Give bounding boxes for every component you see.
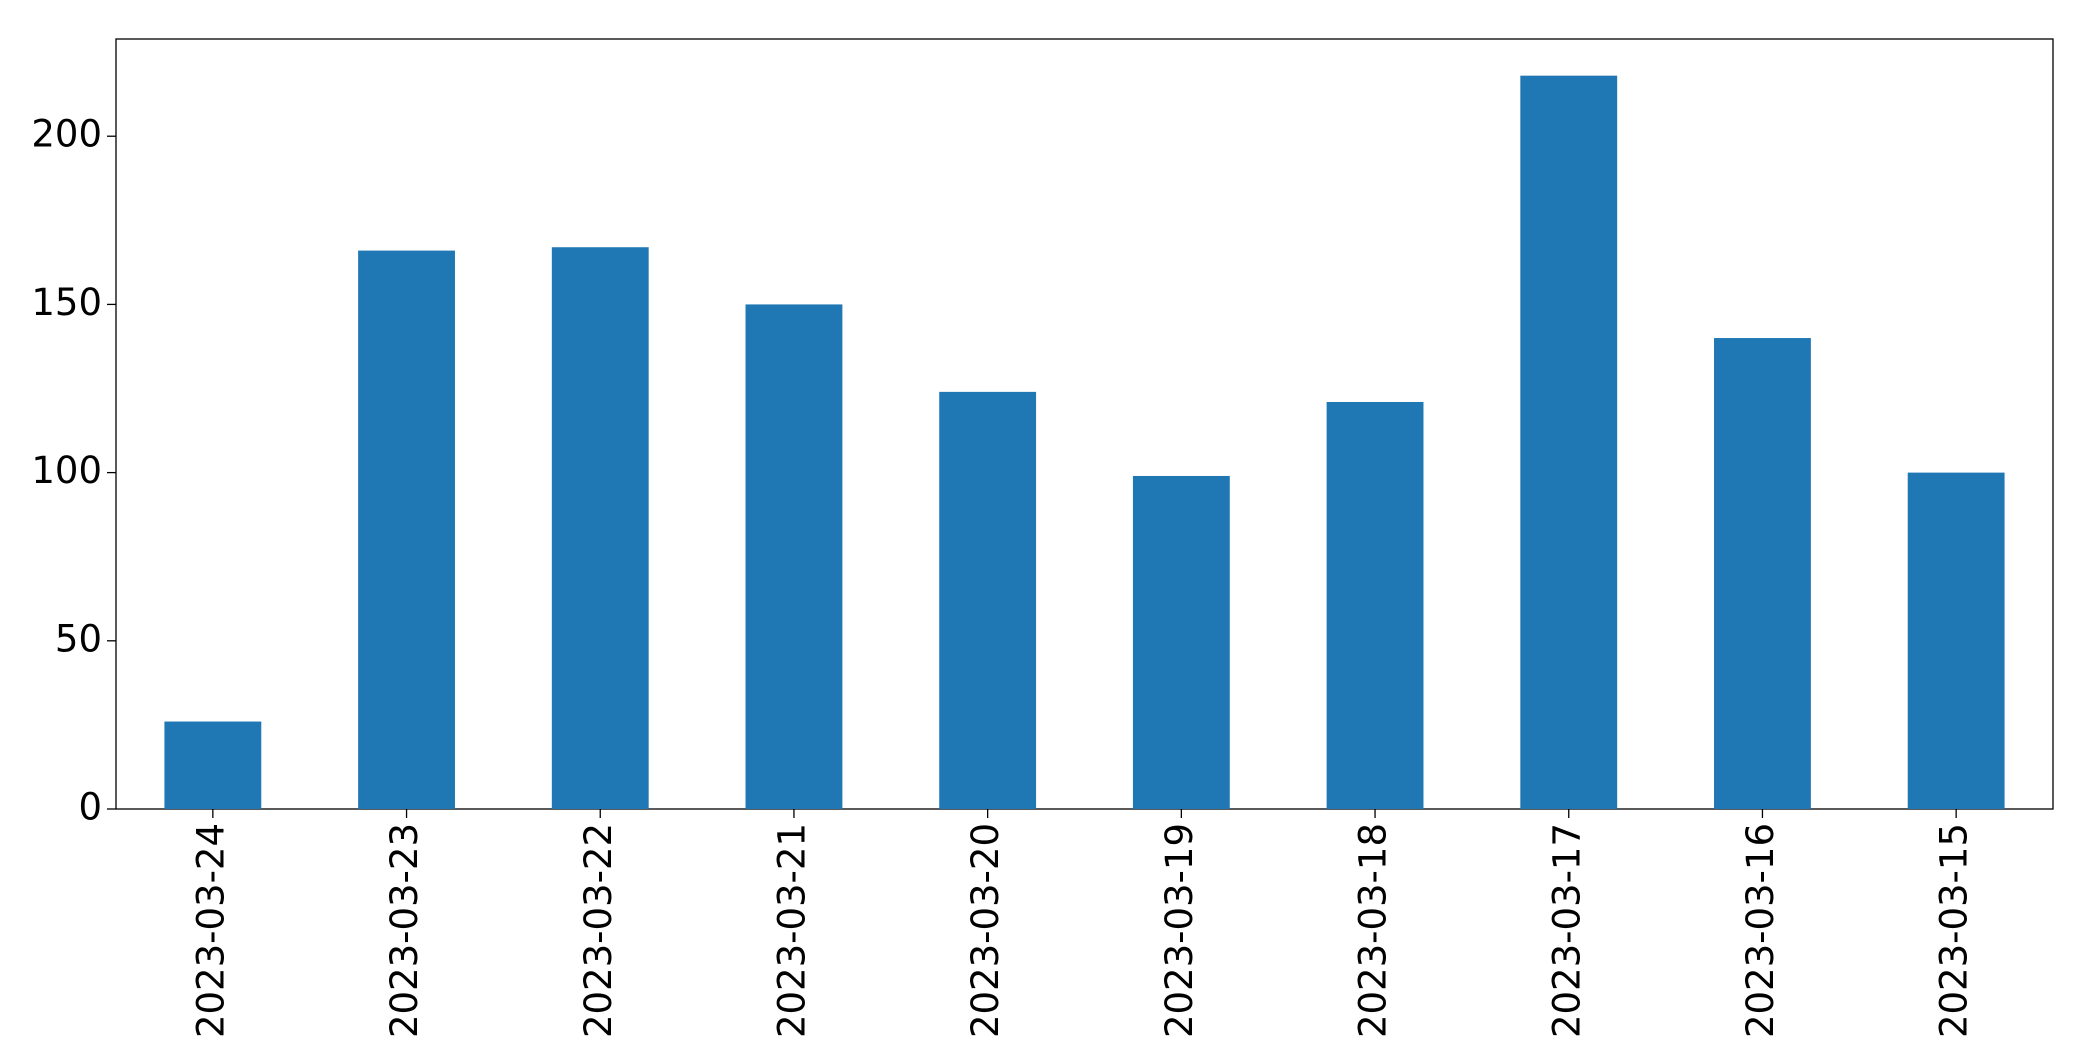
x-tick-label: 2023-03-19 (1158, 823, 1201, 1038)
bar (745, 304, 843, 809)
x-tick-label: 2023-03-17 (1545, 823, 1588, 1038)
x-tick-label: 2023-03-15 (1933, 823, 1976, 1038)
bar (358, 250, 455, 809)
bar (551, 247, 649, 809)
y-tick-label: 0 (78, 786, 102, 829)
x-tick-label: 2023-03-16 (1739, 823, 1782, 1038)
y-tick-label: 50 (55, 617, 102, 660)
y-tick-label: 150 (31, 281, 102, 324)
x-tick-label: 2023-03-23 (383, 823, 426, 1038)
y-tick-label: 200 (31, 113, 102, 156)
x-tick-label: 2023-03-18 (1352, 823, 1395, 1038)
bar (164, 721, 262, 809)
y-tick-label: 100 (31, 449, 102, 492)
bar (939, 391, 1037, 809)
bar (1132, 475, 1230, 809)
bar (1326, 401, 1424, 809)
x-tick-label: 2023-03-24 (189, 823, 232, 1038)
bar (1907, 472, 2005, 809)
plot-frame (115, 38, 2054, 810)
x-tick-label: 2023-03-20 (964, 823, 1007, 1038)
bar (1520, 75, 1618, 809)
x-tick-label: 2023-03-21 (770, 823, 813, 1038)
x-tick-label: 2023-03-22 (577, 823, 620, 1038)
bar (1714, 338, 1811, 809)
